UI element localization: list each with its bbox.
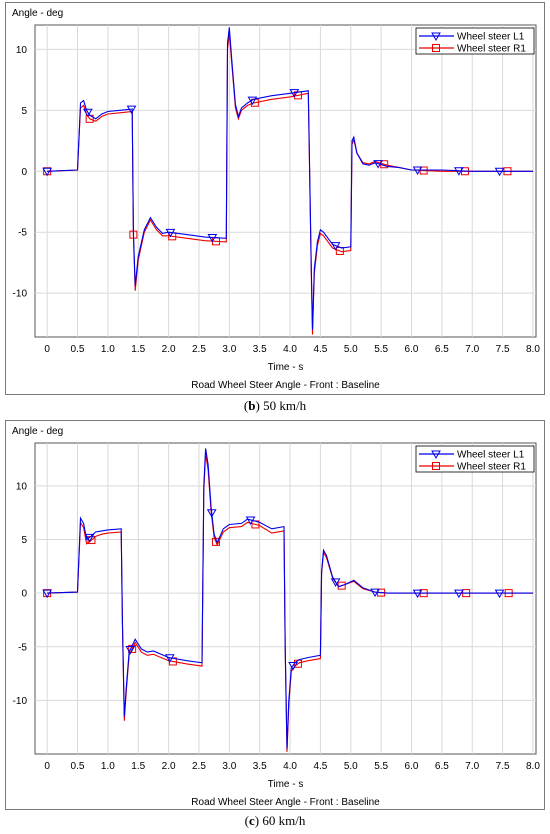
x-tick-label: 6.0: [405, 344, 419, 355]
plot-area: [34, 442, 537, 755]
series-marker: [245, 516, 256, 525]
legend-marker: [432, 44, 440, 52]
y-tick-label: -10: [13, 289, 28, 300]
x-tick-label: 3.0: [222, 344, 236, 355]
legend-marker: [432, 462, 440, 470]
x-tick-label: 5.5: [374, 344, 388, 355]
x-tick-label: 5.5: [374, 761, 388, 772]
x-tick-label: 2.0: [162, 761, 176, 772]
legend-box: [415, 27, 535, 55]
x-tick-label: 0: [44, 761, 50, 772]
chart-svg-50kmh: 0 0.5 1.0 1.5 2.0 2.5 3.0 3.5 4.0 4.5 5.0 5.5 6.0 6.5…: [12, 8, 540, 391]
series-line: [47, 27, 533, 330]
series-marker: [412, 589, 423, 599]
x-tick-label: 3.5: [253, 344, 267, 355]
x-tick-label: 7.0: [465, 761, 479, 772]
y-tick-label: -5: [18, 228, 27, 239]
chart-panel-60kmh: 0 0.5 1.0 1.5 2.0 2.5 3.0 3.5 4.0 4.5 5.0 5.5 6.0 6.5…: [5, 420, 545, 810]
chart-svg-60kmh: 0 0.5 1.0 1.5 2.0 2.5 3.0 3.5 4.0 4.5 5.0 5.5 6.0 6.5…: [12, 426, 540, 808]
series-marker: [330, 578, 341, 587]
x-tick-label: 7.5: [496, 344, 510, 355]
y-tick-label: 5: [21, 535, 27, 546]
plot-area: [34, 24, 537, 338]
x-tick-label: 6.5: [435, 761, 449, 772]
series-marker: [206, 509, 217, 518]
x-tick-label: 8.0: [526, 344, 540, 355]
legend-box: [415, 445, 535, 473]
series-marker: [370, 588, 380, 598]
legend-label: Wheel steer L1: [457, 32, 525, 43]
x-tick-label: 4.0: [283, 344, 297, 355]
y-tick-label: 10: [16, 481, 28, 492]
x-tick-label: 5.0: [344, 344, 358, 355]
y-tick-label: 10: [16, 45, 28, 56]
series-marker: [84, 533, 95, 543]
y-axis-label: Angle - deg: [12, 8, 63, 19]
series-marker: [494, 167, 505, 177]
x-tick-label: 4.5: [313, 761, 327, 772]
x-tick-label: 2.0: [162, 344, 176, 355]
x-tick-label: 1.5: [131, 761, 145, 772]
x-tick-label: 1.0: [101, 761, 115, 772]
chart-panel-50kmh: 0 0.5 1.0 1.5 2.0 2.5 3.0 3.5 4.0 4.5 5.0 5.5 6.0 6.5…: [5, 2, 545, 395]
series-marker: [289, 89, 300, 98]
series-marker: [288, 662, 298, 671]
series-marker: [42, 589, 53, 599]
y-tick-label: -5: [18, 642, 27, 653]
y-axis-label: Angle - deg: [12, 426, 63, 437]
series-marker: [165, 228, 176, 238]
x-tick-label: 6.0: [405, 761, 419, 772]
x-tick-label: 0: [44, 344, 50, 355]
series-marker: [454, 589, 464, 599]
x-tick-label: 2.5: [192, 344, 206, 355]
y-tick-label: 0: [21, 589, 27, 600]
series-marker: [42, 167, 53, 177]
series-marker: [207, 233, 218, 243]
chart-footer: Road Wheel Steer Angle - Front : Baselin…: [191, 380, 380, 391]
caption-60kmh: (c) 60 km/h: [244, 813, 306, 828]
series-marker: [82, 108, 93, 118]
legend-label: Wheel steer L1: [457, 450, 525, 461]
series-marker: [373, 160, 383, 169]
x-tick-label: 1.0: [101, 344, 115, 355]
y-tick-label: 0: [21, 167, 27, 178]
series-marker: [247, 96, 258, 106]
x-axis-label: Time - s: [268, 779, 304, 790]
x-tick-label: 2.5: [192, 761, 206, 772]
x-tick-label: 3.0: [222, 761, 236, 772]
legend-label: Wheel steer R1: [457, 44, 526, 55]
x-tick-label: 4.0: [283, 761, 297, 772]
x-tick-label: 6.5: [435, 344, 449, 355]
series-marker: [454, 167, 464, 176]
x-tick-label: 7.5: [496, 761, 510, 772]
x-tick-label: 3.5: [253, 761, 267, 772]
caption-50kmh: (b) 50 km/h: [243, 398, 307, 413]
y-tick-label: -10: [13, 696, 28, 707]
x-tick-label: 1.5: [131, 344, 145, 355]
series-marker: [126, 105, 137, 115]
legend-marker: [431, 450, 441, 460]
series-marker: [164, 654, 175, 663]
x-tick-label: 8.0: [526, 761, 540, 772]
series-marker: [87, 536, 96, 545]
x-tick-label: 0.5: [71, 761, 85, 772]
x-tick-label: 0.5: [71, 344, 85, 355]
x-tick-label: 7.0: [465, 344, 479, 355]
y-tick-label: 5: [21, 106, 27, 117]
series-marker: [330, 242, 341, 251]
x-tick-label: 5.0: [344, 761, 358, 772]
series-marker: [125, 646, 136, 655]
x-tick-label: 4.5: [313, 344, 327, 355]
legend-label: Wheel steer R1: [457, 462, 526, 473]
x-axis-label: Time - s: [268, 362, 304, 373]
series-marker: [412, 166, 423, 176]
chart-footer: Road Wheel Steer Angle - Front : Baselin…: [191, 797, 380, 808]
legend-marker: [431, 32, 441, 42]
series-marker: [494, 589, 505, 599]
series-line: [47, 448, 533, 749]
